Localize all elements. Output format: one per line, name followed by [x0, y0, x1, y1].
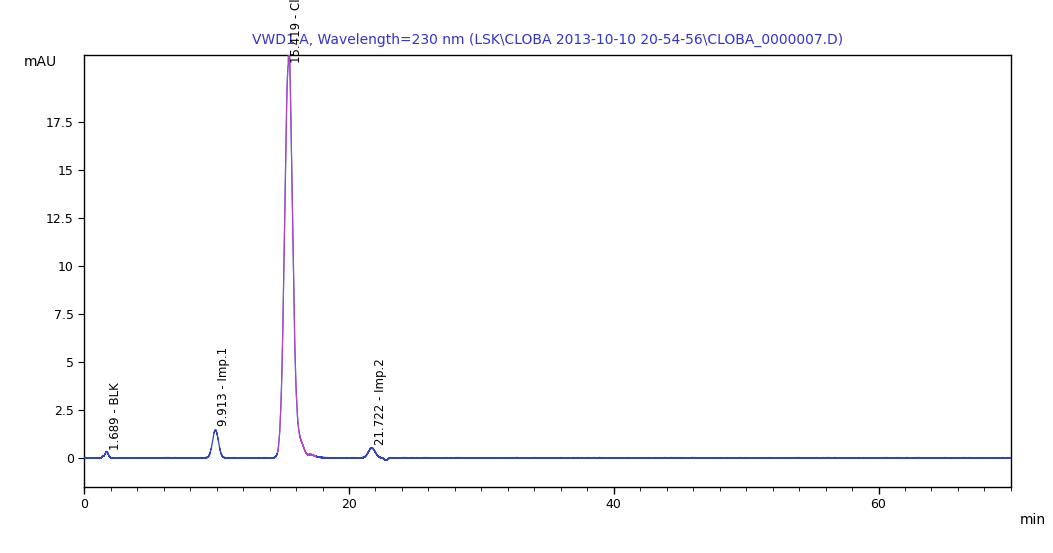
Text: mAU: mAU: [24, 55, 57, 69]
Text: min: min: [1020, 513, 1047, 526]
Text: 1.689 - BLK: 1.689 - BLK: [108, 382, 121, 450]
Text: 21.722 - Imp.2: 21.722 - Imp.2: [374, 358, 386, 445]
Text: 9.913 - Imp.1: 9.913 - Imp.1: [218, 347, 231, 426]
Title: VWD1 A, Wavelength=230 nm (LSK\CLOBA 2013-10-10 20-54-56\CLOBA_0000007.D): VWD1 A, Wavelength=230 nm (LSK\CLOBA 201…: [252, 33, 843, 48]
Text: 15.419 - Clobazam: 15.419 - Clobazam: [291, 0, 303, 63]
